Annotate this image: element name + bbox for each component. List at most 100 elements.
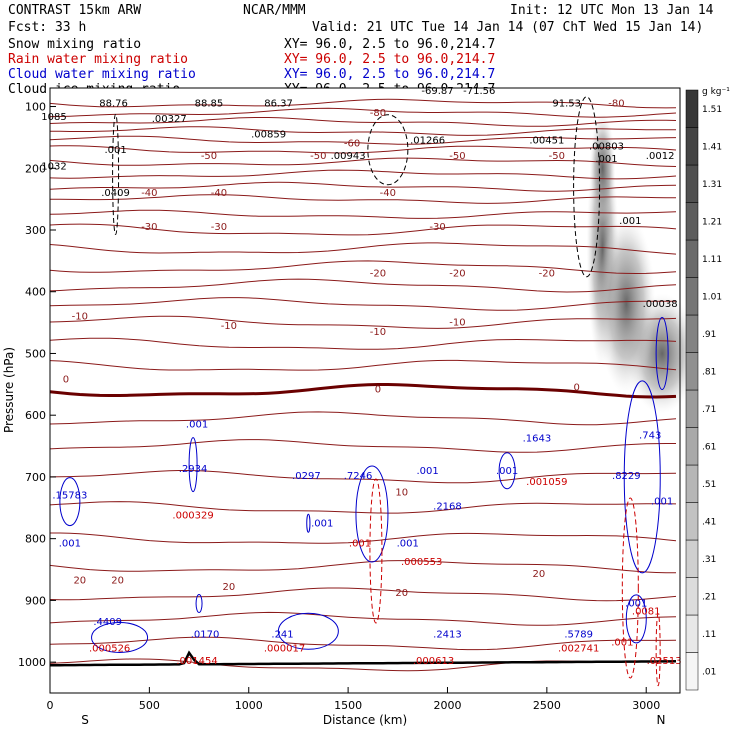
rain-label: .000526 [89, 644, 130, 655]
legend-label: Snow mixing ratio [8, 37, 141, 52]
x-tick-label: 1500 [334, 699, 362, 712]
rain-contour [369, 478, 383, 624]
ground-line [50, 650, 677, 667]
snow-shade-blob [589, 113, 616, 224]
isotherm [49, 135, 677, 145]
isotherm [49, 359, 677, 371]
snow-label: -71.56 [463, 86, 495, 97]
colorbar-label: 1.11 [702, 255, 722, 265]
isotherm [49, 145, 677, 154]
isotherm [50, 532, 677, 544]
y-axis-label: Pressure (hPa) [2, 347, 16, 433]
legend-xy: XY= 96.0, 2.5 to 96.0,214.7 [284, 52, 495, 67]
colorbar-label: 1.31 [702, 180, 722, 190]
y-tick-label: 400 [25, 286, 46, 299]
snow-contour [112, 113, 120, 235]
colorbar-segment [685, 502, 699, 541]
cloud-water-label: .001 [416, 466, 438, 477]
snow-label: .0409 [101, 188, 130, 199]
cloud-water-label: .4409 [93, 617, 122, 628]
contour-labels: -80 -80 -60 -50 -50 -50 -50 -40 -40 -40 -30 -30 -30 -… [41, 86, 681, 667]
snow-label: .00451 [529, 136, 564, 147]
model-title: CONTRAST 15km ARW [8, 3, 141, 18]
snow-label: 88.85 [195, 99, 224, 110]
cloud-water-label: .2168 [433, 502, 462, 513]
legend-label: Cloud water mixing ratio [8, 67, 196, 82]
isotherm-label: -50 [449, 151, 465, 162]
colorbar-label: 1.51 [702, 105, 722, 115]
legend-xy: XY= 96.0, 2.5 to 96.0,214.7 [284, 37, 495, 52]
colorbar-segment [685, 127, 699, 166]
rain-contour [621, 497, 639, 679]
cloud-water-label: .0170 [191, 629, 220, 640]
snow-label: .00943 [331, 151, 366, 162]
y-tick-label: 500 [25, 347, 46, 360]
isotherm [49, 560, 676, 574]
snow-contour [573, 96, 601, 278]
x-tick-label: 2500 [533, 699, 561, 712]
colorbar-label: .51 [702, 480, 716, 490]
colorbar-label: 1.01 [702, 292, 722, 302]
colorbar-segment [685, 164, 699, 203]
snow-label: .00038 [643, 299, 678, 310]
north-label: N [657, 713, 666, 727]
isotherm-label: 20 [111, 576, 124, 587]
colorbar-segment [685, 89, 699, 128]
snow-label: 1085 [41, 112, 66, 123]
isotherm-label: -10 [370, 327, 386, 338]
isotherm-label: -10 [72, 312, 88, 323]
y-tick-label: 100 [25, 101, 46, 114]
isotherm [49, 98, 677, 109]
isotherm [49, 501, 677, 514]
isotherm-label: -50 [310, 151, 326, 162]
cloud-water-contour [498, 452, 516, 490]
cloud-water-label: .001 [311, 518, 333, 529]
isotherm [49, 297, 676, 311]
isotherm-label: -30 [141, 222, 157, 233]
rain-contour [655, 613, 661, 687]
snow-label: .001 [619, 216, 641, 227]
cloud-water-label: .2413 [433, 629, 462, 640]
isotherm [49, 223, 677, 236]
y-tick-label: 700 [25, 471, 46, 484]
colorbar-segment [685, 614, 699, 653]
snow-contours [112, 96, 601, 278]
isotherm-label: -20 [449, 268, 465, 279]
colorbar-segment [685, 539, 699, 578]
cloud-water-contour [306, 513, 311, 533]
x-tick-label: 3000 [632, 699, 660, 712]
forecast-hour: Fcst: 33 h [8, 20, 86, 35]
isotherm-label: 0 [573, 383, 579, 394]
x-tick-label: 0 [47, 699, 54, 712]
x-tick-label: 1000 [235, 699, 263, 712]
colorbar-label: .61 [702, 442, 716, 452]
isotherm-label: -30 [429, 222, 445, 233]
isotherm [49, 439, 676, 453]
rain-label: .0081 [632, 607, 661, 618]
isotherm [49, 636, 677, 651]
isotherm [49, 194, 676, 204]
isotherm-label: 20 [533, 569, 546, 580]
rain-label: .000329 [172, 510, 213, 521]
rain-label: .001454 [176, 656, 217, 667]
y-tick-label: 1000 [18, 656, 46, 669]
rain-label: .001 [611, 637, 633, 648]
y-tick-label: 900 [25, 594, 46, 607]
rain-label: .000553 [401, 557, 442, 568]
cloud-water-contours [59, 316, 669, 653]
rain-label: .001 [349, 539, 371, 550]
rain-label: .02513 [647, 656, 682, 667]
rain-label: .001059 [526, 477, 567, 488]
cloud-water-label: .1643 [523, 434, 552, 445]
isotherm [49, 315, 677, 329]
temperature-contours [49, 98, 677, 672]
isotherm [49, 157, 677, 167]
x-tick-label: 2000 [433, 699, 461, 712]
y-tick-label: 300 [25, 224, 46, 237]
isotherm-label: -30 [211, 222, 227, 233]
cloud-water-contour [625, 594, 647, 644]
cloud-water-label: .001 [186, 420, 208, 431]
y-tick-label: 600 [25, 409, 46, 422]
colorbar-segment [685, 277, 699, 316]
